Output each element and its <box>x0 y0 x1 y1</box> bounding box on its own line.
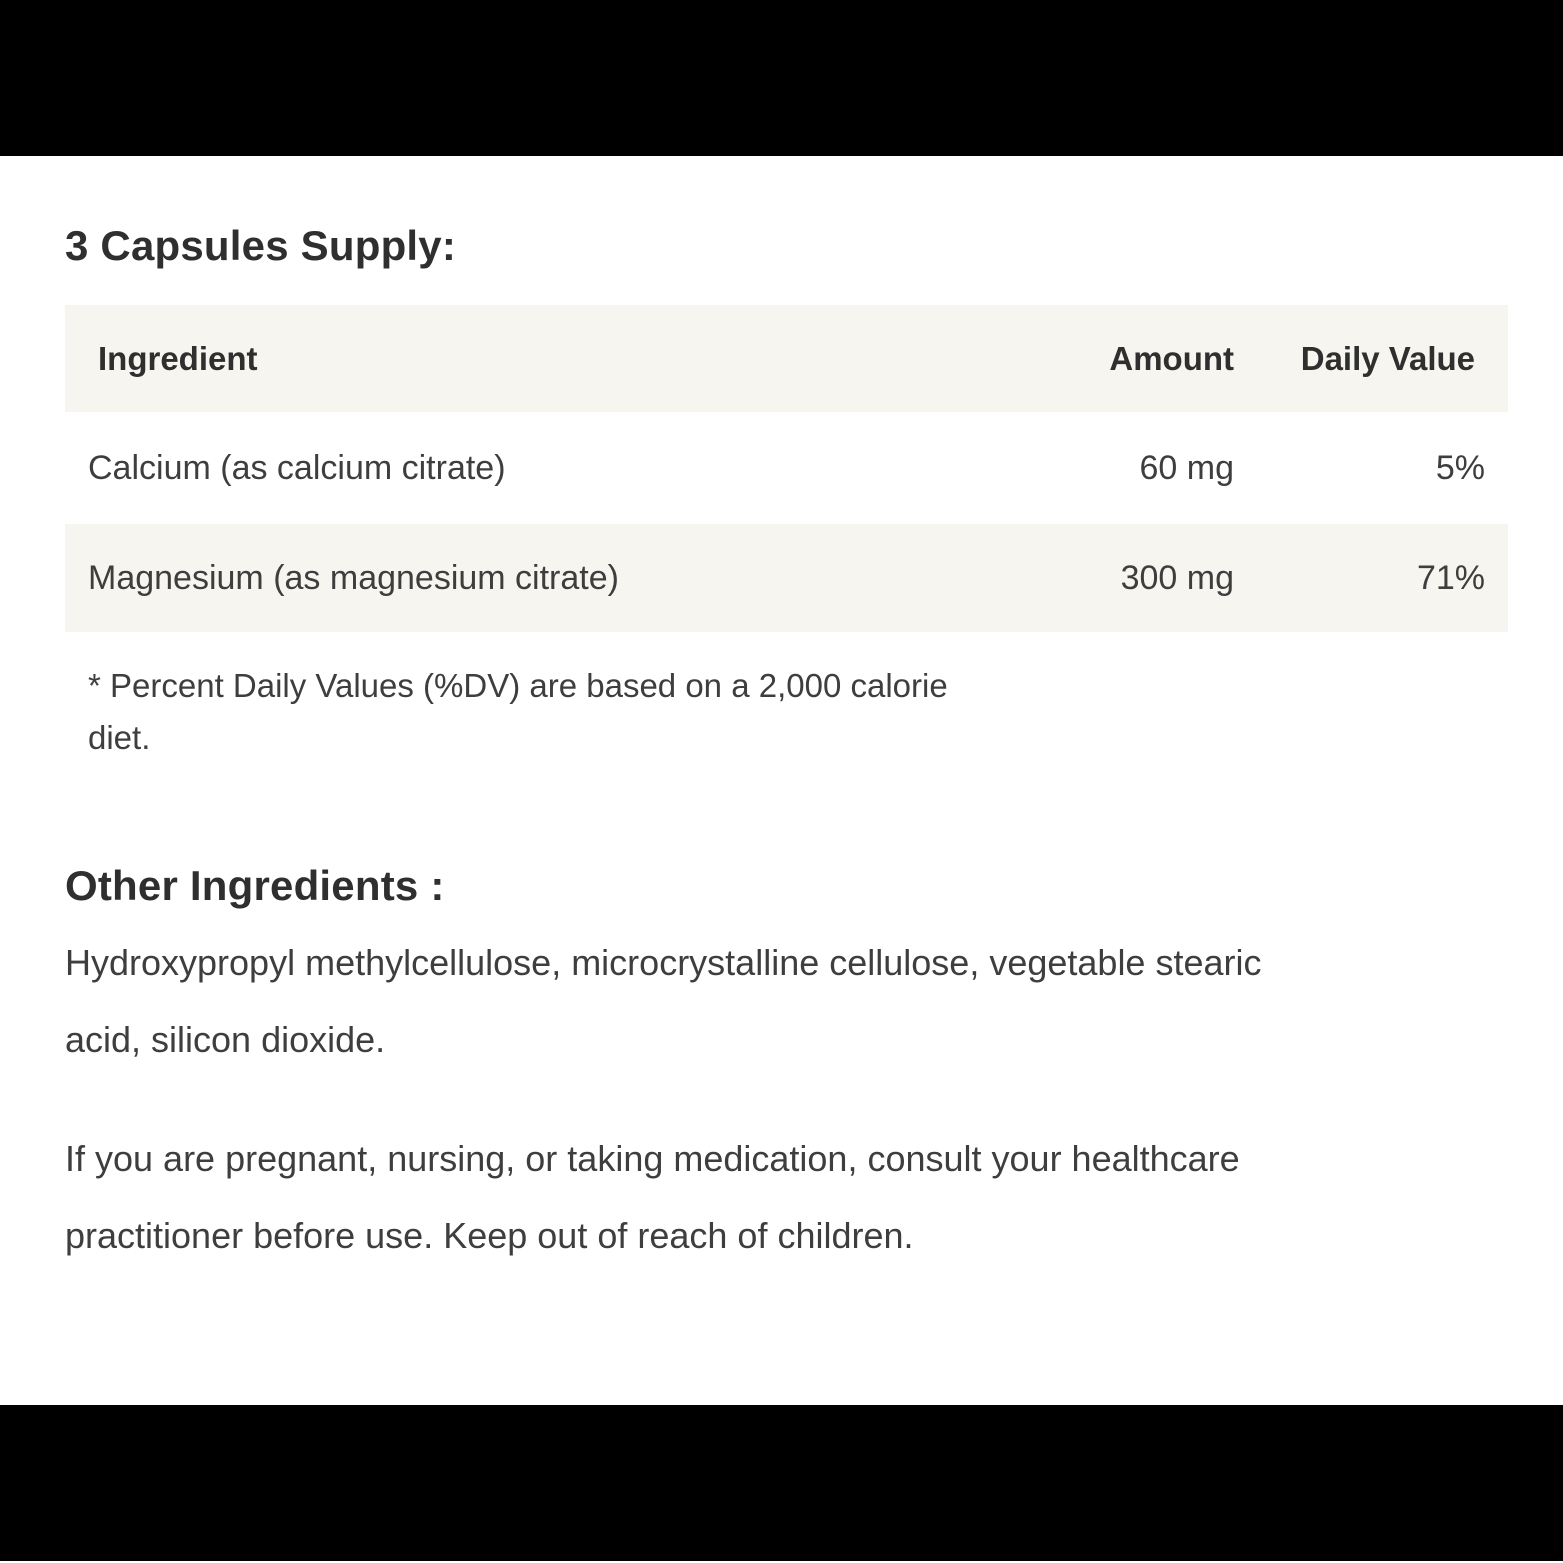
ingredient-amount: 60 mg <box>1139 448 1235 487</box>
footnote-line: diet. <box>88 719 151 756</box>
warning-line: practitioner before use. Keep out of rea… <box>65 1215 914 1256</box>
column-header-ingredient: Ingredient <box>98 339 258 377</box>
daily-value-footnote: * Percent Daily Values (%DV) are based o… <box>88 660 1508 764</box>
ingredient-amount: 300 mg <box>1120 558 1234 597</box>
ingredient-name: Calcium (as calcium citrate) <box>88 448 506 487</box>
bottom-banner <box>0 1405 1563 1561</box>
warning-line: If you are pregnant, nursing, or taking … <box>65 1138 1240 1179</box>
column-header-amount: Amount <box>1109 339 1234 377</box>
top-banner <box>0 0 1563 156</box>
ingredient-daily-value: 71% <box>1416 558 1485 597</box>
footnote-line: * Percent Daily Values (%DV) are based o… <box>88 667 948 704</box>
table-header-row: Ingredient Amount Daily Value <box>65 305 1508 412</box>
other-ingredients-text: Hydroxypropyl methylcellulose, microcrys… <box>65 924 1508 1078</box>
ingredient-daily-value: 5% <box>1435 448 1485 487</box>
ingredient-name: Magnesium (as magnesium citrate) <box>88 558 619 597</box>
other-ingredients-line: acid, silicon dioxide. <box>65 1019 386 1060</box>
other-ingredients-title: Other Ingredients : <box>65 862 445 909</box>
warning-text: If you are pregnant, nursing, or taking … <box>65 1120 1508 1274</box>
column-header-daily-value: Daily Value <box>1300 339 1475 377</box>
supplement-facts-table: Ingredient Amount Daily Value Calcium (a… <box>65 305 1508 632</box>
other-ingredients-line: Hydroxypropyl methylcellulose, microcrys… <box>65 942 1262 983</box>
supply-title: 3 Capsules Supply: <box>65 222 457 269</box>
table-row: Magnesium (as magnesium citrate) 300 mg … <box>65 524 1508 632</box>
table-row: Calcium (as calcium citrate) 60 mg 5% <box>65 412 1508 524</box>
